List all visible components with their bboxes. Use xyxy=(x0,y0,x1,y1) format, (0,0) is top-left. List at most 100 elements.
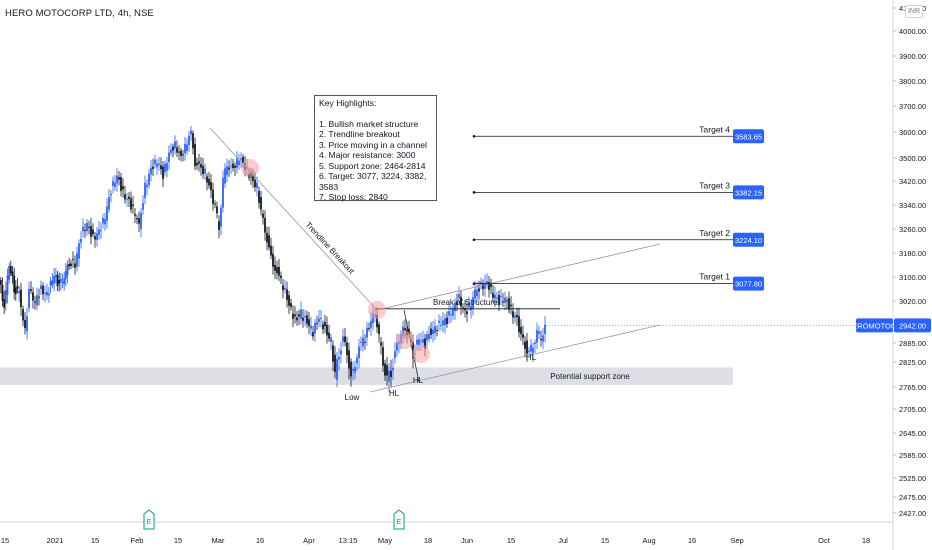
candle-body xyxy=(540,339,542,341)
candle-body xyxy=(462,307,464,309)
target-badge[interactable] xyxy=(733,232,764,247)
price-axis-label: 2525.00 xyxy=(899,474,926,483)
candle-body xyxy=(228,167,230,170)
time-axis-label: Oct xyxy=(818,536,831,545)
price-axis-label: 2705.00 xyxy=(899,405,926,414)
candle-body xyxy=(150,167,152,175)
candle-body xyxy=(284,287,286,290)
candle-body xyxy=(108,196,110,210)
target-badge[interactable] xyxy=(733,276,764,291)
candle-body xyxy=(356,357,358,363)
candle-body xyxy=(258,190,260,203)
price-axis-label: 3420.00 xyxy=(899,177,926,186)
candle-body xyxy=(216,206,218,214)
price-axis-label: 3700.00 xyxy=(899,102,926,111)
key-highlight-item: 7. Stop loss: 2840 xyxy=(319,192,388,202)
candle-body xyxy=(322,324,324,330)
candle-body xyxy=(152,166,154,170)
candle-body xyxy=(142,203,144,210)
candle-body xyxy=(278,266,280,276)
candle-body xyxy=(128,196,130,199)
candle-body xyxy=(478,288,480,292)
candle-body xyxy=(53,276,56,284)
time-axis-label: Apr xyxy=(303,536,315,545)
candle-body xyxy=(130,198,132,210)
candle-body xyxy=(36,295,38,306)
earnings-icon[interactable] xyxy=(143,509,155,530)
candle-body xyxy=(276,267,278,274)
support-zone-band xyxy=(0,367,733,385)
candle-body xyxy=(144,182,146,198)
price-badge-text: 2942.00 xyxy=(899,321,926,330)
candle-body xyxy=(13,275,16,293)
candle-body xyxy=(486,281,488,286)
candle-body xyxy=(288,295,290,306)
candle-body xyxy=(180,150,182,157)
candle-body xyxy=(382,347,384,366)
candle-body xyxy=(310,325,312,329)
target-badge[interactable] xyxy=(733,185,764,200)
candle-body xyxy=(38,296,40,298)
price-badge[interactable] xyxy=(894,318,931,333)
candle-body xyxy=(454,302,456,312)
candle-body xyxy=(282,285,284,291)
candle-body xyxy=(72,258,74,260)
candle-body xyxy=(28,288,30,308)
candle-body xyxy=(306,315,308,324)
currency-badge[interactable]: INR xyxy=(905,5,923,18)
candle-body xyxy=(294,314,296,317)
candle-body xyxy=(196,162,198,166)
channel-upper-line xyxy=(376,243,661,311)
symbol-badge[interactable] xyxy=(856,318,893,333)
candle-body xyxy=(66,264,69,276)
price-axis-label: 3340.00 xyxy=(899,201,926,210)
candle-body xyxy=(116,175,118,184)
price-axis-label: 2765.00 xyxy=(899,383,926,392)
candle-body xyxy=(70,263,72,266)
candle-body xyxy=(176,147,178,153)
candle-body xyxy=(428,333,430,340)
earnings-icon-glyph: E xyxy=(397,519,402,526)
candle-body xyxy=(424,338,426,349)
candle-body xyxy=(316,322,318,324)
candle-body xyxy=(198,161,200,164)
candle-body xyxy=(84,229,86,231)
candle-body xyxy=(262,213,264,219)
candle-body xyxy=(464,308,466,311)
candle-body xyxy=(59,278,62,282)
candle-body xyxy=(78,243,80,259)
candle-body xyxy=(212,189,214,204)
target-label: Target 1 xyxy=(699,272,730,282)
highlight-circle xyxy=(241,159,259,177)
candle-body xyxy=(394,351,396,359)
target-badge[interactable] xyxy=(733,129,764,144)
candle-body xyxy=(102,217,104,224)
candle-body xyxy=(440,325,442,327)
candle-body xyxy=(526,340,528,354)
price-axis-label: 3500.00 xyxy=(899,154,926,163)
candle-body xyxy=(42,285,44,294)
candle-body xyxy=(376,314,378,328)
candle-body xyxy=(124,194,126,200)
candle-body xyxy=(270,245,272,256)
candle-body xyxy=(106,206,108,221)
target-line-dot xyxy=(472,282,476,285)
candle-body xyxy=(530,344,532,352)
candle-body xyxy=(286,289,288,300)
candle-body xyxy=(302,317,304,321)
candle-body xyxy=(514,315,516,318)
earnings-icon[interactable] xyxy=(393,509,405,530)
time-axis-label: 15 xyxy=(601,536,609,545)
candle-body xyxy=(536,329,538,343)
candle-body xyxy=(438,320,440,323)
candle-body xyxy=(372,313,374,324)
candle-body xyxy=(504,297,506,303)
candle-body xyxy=(164,163,166,173)
key-highlight-item: 3. Price moving in a channel xyxy=(319,139,427,150)
candle-body xyxy=(312,332,314,337)
time-axis-label: 18 xyxy=(424,536,432,545)
candle-body xyxy=(136,218,138,220)
candle-body xyxy=(170,149,172,153)
time-axis-label: Jun xyxy=(461,536,473,545)
